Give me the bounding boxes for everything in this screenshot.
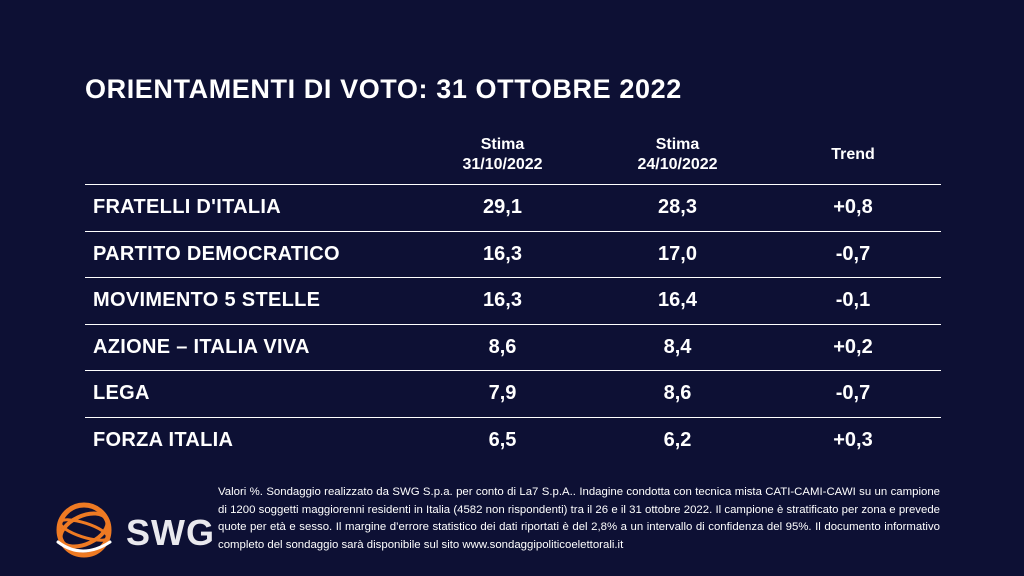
table-row: FORZA ITALIA 6,5 6,2 +0,3 <box>85 416 941 464</box>
trend-value: +0,2 <box>833 335 873 358</box>
party-name: MOVIMENTO 5 STELLE <box>93 289 321 312</box>
stima-current-value: 6,5 <box>488 428 517 451</box>
stima-current-value: 16,3 <box>483 289 522 312</box>
stima-current-value: 16,3 <box>483 242 522 265</box>
table-header-row: Stima 31/10/2022 Stima 24/10/2022 Trend <box>85 126 941 184</box>
stima-current-header-line2: 31/10/2022 <box>462 156 543 173</box>
stima-current-value: 7,9 <box>488 382 517 405</box>
stima-previous-header-line1: Stima <box>655 136 700 153</box>
stima-previous-header-line2: 24/10/2022 <box>637 156 718 173</box>
party-name: LEGA <box>93 382 150 405</box>
swg-logo: SWG <box>52 498 215 567</box>
trend-value: +0,3 <box>833 428 873 451</box>
table-row: FRATELLI D'ITALIA 29,1 28,3 +0,8 <box>85 184 941 231</box>
swg-globe-icon <box>52 498 116 567</box>
stima-previous-value: 17,0 <box>658 242 697 265</box>
stima-previous-header: Stima 24/10/2022 <box>590 135 765 175</box>
stima-current-header: Stima 31/10/2022 <box>415 135 590 175</box>
party-name: AZIONE – ITALIA VIVA <box>93 335 310 358</box>
trend-value: +0,8 <box>833 196 873 219</box>
stima-previous-value: 8,6 <box>663 382 692 405</box>
stima-previous-value: 16,4 <box>658 289 697 312</box>
party-name: FORZA ITALIA <box>93 428 234 451</box>
stima-previous-value: 8,4 <box>663 335 692 358</box>
page-title: ORIENTAMENTI DI VOTO: 31 OTTOBRE 2022 <box>85 74 682 104</box>
stima-current-value: 29,1 <box>483 196 522 219</box>
table-row: LEGA 7,9 8,6 -0,7 <box>85 370 941 417</box>
table-row: MOVIMENTO 5 STELLE 16,3 16,4 -0,1 <box>85 277 941 324</box>
trend-value: -0,1 <box>835 289 871 312</box>
disclaimer-text: Valori %. Sondaggio realizzato da SWG S.… <box>218 486 940 552</box>
trend-value: -0,7 <box>835 242 871 265</box>
stima-current-header-line1: Stima <box>480 136 525 153</box>
stima-previous-value: 6,2 <box>663 428 692 451</box>
trend-value: -0,7 <box>835 382 871 405</box>
table-row: PARTITO DEMOCRATICO 16,3 17,0 -0,7 <box>85 230 941 278</box>
trend-header: Trend <box>831 146 875 163</box>
stima-previous-value: 28,3 <box>658 196 697 219</box>
swg-wordmark: SWG <box>126 511 215 553</box>
stima-current-value: 8,6 <box>488 335 517 358</box>
table-row: AZIONE – ITALIA VIVA 8,6 8,4 +0,2 <box>85 323 941 371</box>
party-name: PARTITO DEMOCRATICO <box>93 242 340 265</box>
party-name: FRATELLI D'ITALIA <box>93 196 281 219</box>
poll-table: Stima 31/10/2022 Stima 24/10/2022 Trend … <box>85 126 941 463</box>
